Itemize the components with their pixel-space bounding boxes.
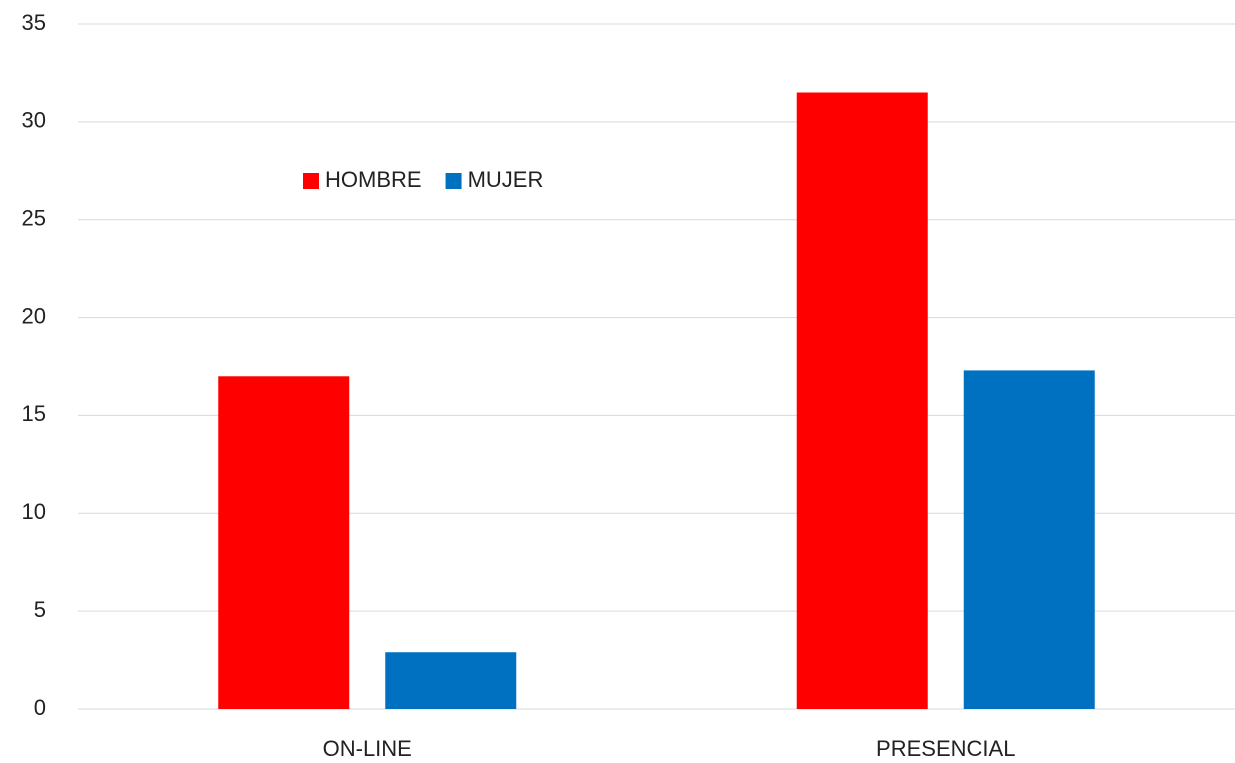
- bar: [963, 370, 1095, 709]
- legend-label: MUJER: [468, 167, 544, 192]
- y-tick-label: 0: [34, 695, 46, 720]
- legend-swatch: [303, 173, 319, 189]
- y-tick-label: 35: [22, 10, 46, 35]
- y-tick-label: 20: [22, 303, 46, 328]
- y-tick-label: 10: [22, 499, 46, 524]
- y-tick-label: 30: [22, 108, 46, 133]
- x-tick-label: PRESENCIAL: [876, 736, 1015, 761]
- legend-label: HOMBRE: [325, 167, 422, 192]
- y-tick-label: 15: [22, 401, 46, 426]
- y-tick-label: 25: [22, 206, 46, 231]
- legend-swatch: [445, 173, 462, 189]
- x-tick-label: ON-LINE: [323, 736, 412, 761]
- bar: [796, 92, 928, 709]
- y-tick-label: 5: [34, 597, 46, 622]
- bar: [218, 376, 350, 709]
- bar: [385, 652, 517, 709]
